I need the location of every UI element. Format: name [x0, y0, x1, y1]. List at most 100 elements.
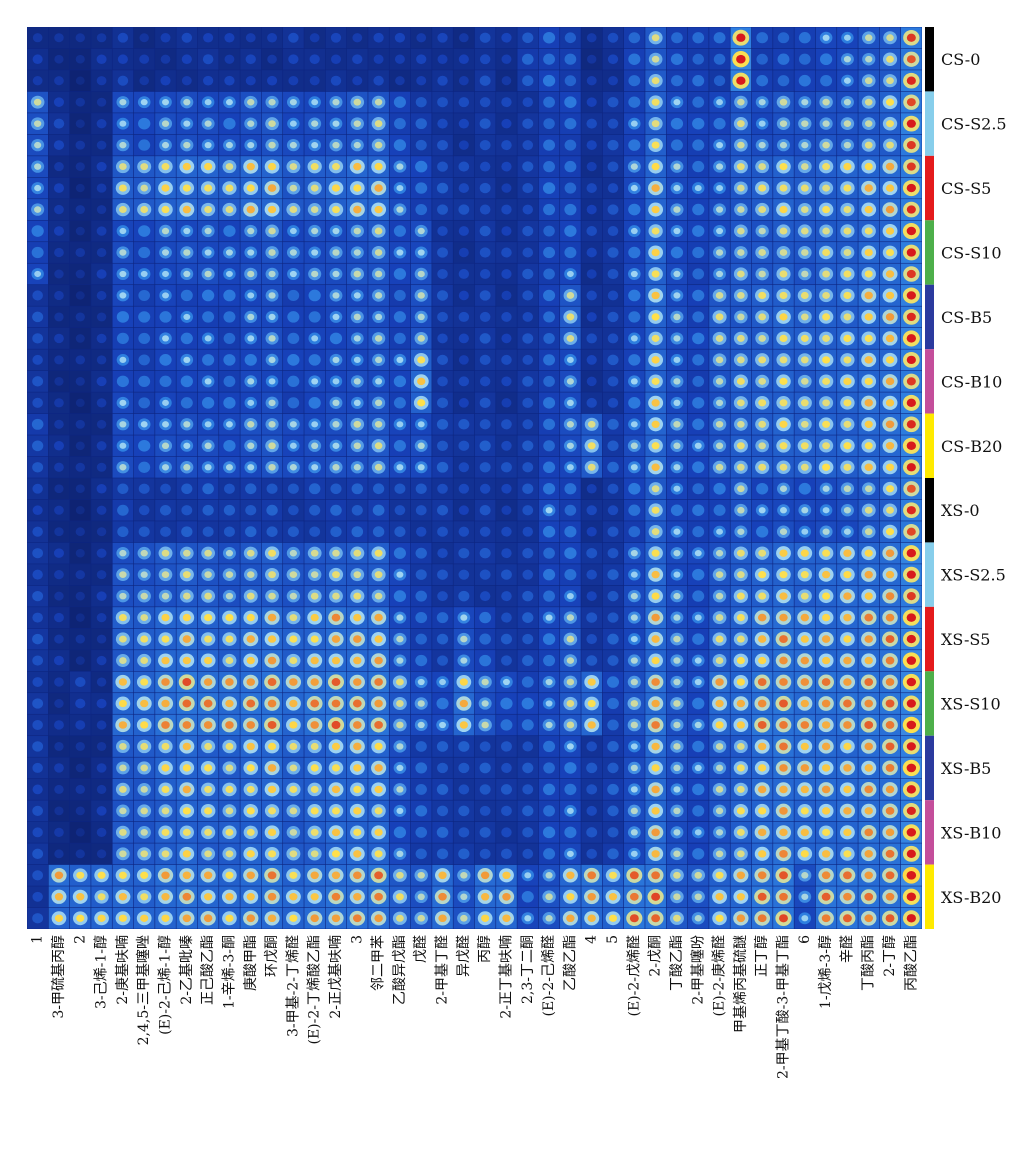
cell-spot-core — [332, 378, 340, 385]
heatmap-cell — [730, 628, 752, 650]
heatmap-cell — [645, 585, 666, 607]
cell-spot-core — [247, 378, 255, 385]
heatmap-cell — [261, 478, 283, 500]
heatmap-cell — [687, 263, 709, 285]
heatmap-cell — [133, 736, 155, 757]
cell-spot-core — [800, 313, 809, 321]
cell-spot-core — [758, 570, 767, 579]
cell-spot-core — [865, 485, 873, 493]
heatmap-cell — [560, 70, 581, 92]
heatmap-cell — [794, 693, 816, 714]
cell-spot-outer — [202, 354, 215, 366]
cell-spot-outer — [75, 506, 85, 515]
cell-spot-core — [545, 614, 553, 621]
heatmap-cell — [858, 435, 880, 457]
heatmap-cell — [730, 693, 752, 714]
cell-spot-outer — [202, 483, 214, 495]
heatmap-cell — [751, 263, 773, 285]
cell-spot-core — [481, 678, 489, 686]
heatmap-cell — [687, 91, 709, 113]
cell-spot-outer — [692, 53, 704, 65]
heatmap-cell — [879, 392, 901, 414]
heatmap-cell — [858, 542, 880, 564]
heatmap-cell — [69, 564, 91, 586]
heatmap-cell — [581, 349, 603, 371]
heatmap-cell — [453, 693, 475, 714]
heatmap-cell — [645, 48, 666, 70]
cell-spot-core — [757, 720, 767, 729]
cell-spot-outer — [96, 720, 107, 730]
heatmap-cell — [261, 91, 283, 113]
heatmap-cell — [645, 306, 666, 328]
heatmap-cell — [304, 91, 326, 113]
heatmap-cell — [368, 392, 389, 414]
cell-spot-core — [800, 635, 809, 643]
heatmap-cell — [368, 456, 389, 478]
heatmap-cell — [27, 456, 49, 478]
cell-spot-core — [885, 592, 895, 600]
cell-spot-outer — [608, 75, 618, 86]
cell-spot-core — [843, 592, 852, 600]
heatmap-cell — [197, 370, 219, 392]
heatmap-cell — [368, 70, 389, 92]
cell-spot-core — [289, 120, 297, 127]
heatmap-cell — [815, 435, 837, 457]
heatmap-cell — [176, 156, 198, 178]
heatmap-cell — [368, 285, 389, 306]
cell-spot-outer — [713, 32, 726, 44]
heatmap-cell — [112, 671, 134, 693]
heatmap-cell — [389, 27, 411, 49]
heatmap-cell — [69, 607, 91, 629]
cell-spot-core — [587, 721, 596, 729]
heatmap-cell — [453, 478, 475, 500]
heatmap-cell — [453, 607, 475, 629]
heatmap-cell — [751, 671, 773, 693]
heatmap-cell — [730, 413, 752, 435]
cell-spot-core — [417, 356, 426, 364]
cell-spot-core — [886, 98, 895, 106]
heatmap-cell — [219, 435, 240, 457]
cell-spot-outer — [96, 483, 107, 494]
heatmap-cell — [602, 607, 624, 629]
heatmap-cell — [240, 456, 262, 478]
heatmap-cell — [325, 48, 347, 70]
heatmap-cell — [453, 306, 475, 328]
heatmap-cell — [155, 113, 176, 135]
cell-spot-outer — [542, 525, 556, 538]
heatmap-cell — [794, 413, 816, 435]
cell-spot-outer — [75, 419, 85, 429]
heatmap-cell — [176, 220, 198, 242]
heatmap-cell — [496, 693, 517, 714]
heatmap-cell — [155, 349, 176, 371]
heatmap-cell — [155, 199, 176, 220]
cell-spot-core — [353, 571, 362, 579]
cell-spot-core — [906, 205, 916, 214]
cell-spot-core — [118, 678, 128, 686]
cell-spot-outer — [415, 612, 428, 624]
heatmap-cell — [261, 714, 283, 736]
cell-spot-core — [906, 506, 916, 515]
cell-spot-outer — [713, 75, 726, 87]
cell-spot-outer — [459, 33, 469, 43]
heatmap-cell — [240, 27, 262, 49]
cell-spot-core — [246, 678, 255, 686]
cell-spot-core — [736, 76, 746, 85]
heatmap-cell — [730, 177, 752, 199]
heatmap-cell — [623, 435, 645, 457]
cell-spot-core — [865, 34, 873, 42]
cell-spot-outer — [522, 547, 534, 559]
heatmap-cell — [666, 134, 688, 156]
heatmap-cell — [602, 370, 624, 392]
heatmap-cell — [283, 607, 304, 629]
cell-spot-core — [651, 184, 660, 192]
cell-spot-core — [758, 356, 767, 364]
heatmap-cell — [389, 607, 411, 629]
cell-spot-core — [353, 549, 362, 557]
cell-spot-outer — [32, 290, 43, 301]
cell-spot-core — [737, 334, 745, 342]
heatmap-cell — [69, 628, 91, 650]
heatmap-cell — [112, 27, 134, 49]
heatmap-cell — [773, 607, 794, 629]
cell-spot-core — [694, 678, 702, 686]
cell-spot-core — [843, 313, 852, 321]
